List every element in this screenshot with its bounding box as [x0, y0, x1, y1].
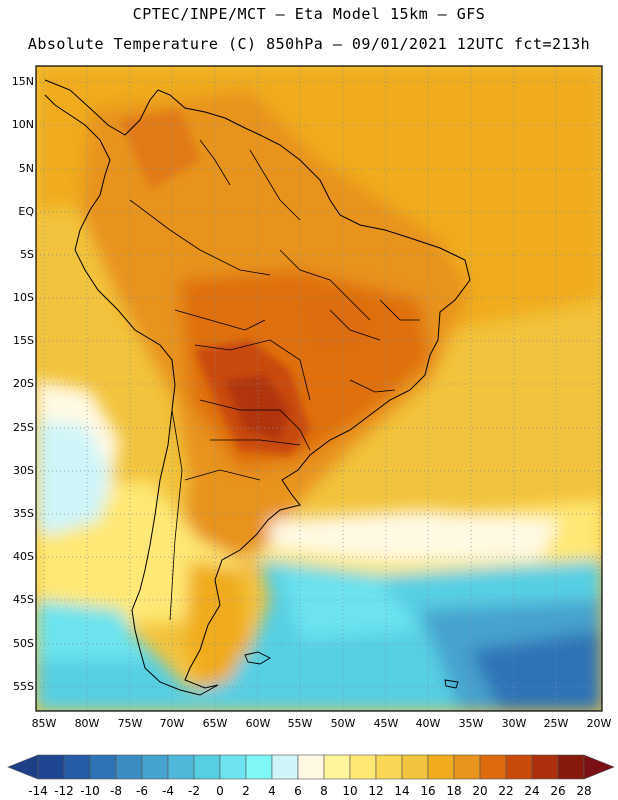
colorbar-swatch [219, 754, 247, 780]
south-america-coastline [44, 79, 471, 696]
colorbar [7, 754, 615, 780]
lat-label: 15N [11, 75, 34, 88]
lon-label: 65W [202, 717, 228, 730]
colorbar-label: 18 [446, 784, 462, 798]
lat-label: 25S [13, 421, 34, 434]
title-line-2: Absolute Temperature (C) 850hPa – 09/01/… [27, 35, 591, 53]
colorbar-label: 20 [472, 784, 488, 798]
colorbar-label: 6 [294, 784, 302, 798]
colorbar-label: 24 [524, 784, 540, 798]
colorbar-swatch [401, 754, 429, 780]
lon-label: 45W [373, 717, 399, 730]
colorbar-label: 2 [242, 784, 250, 798]
colorbar-label: -6 [136, 784, 148, 798]
lon-label: 70W [159, 717, 185, 730]
lon-label: 75W [117, 717, 143, 730]
lat-label: 30S [13, 464, 34, 477]
field-coldest-southeast [470, 630, 602, 711]
field-cold-southwest [36, 600, 150, 660]
map-frame [35, 65, 603, 712]
lat-label: 45S [13, 593, 34, 606]
temperature-field [36, 66, 602, 711]
colorbar-swatch [37, 754, 65, 780]
lat-label: 10S [13, 291, 34, 304]
colorbar-swatch [453, 754, 481, 780]
colorbar-swatch [141, 754, 169, 780]
colorbar-label: 22 [498, 784, 514, 798]
field-pale-band [270, 510, 560, 560]
colorbar-swatch [297, 754, 325, 780]
lat-label: 35S [13, 507, 34, 520]
lon-label: 80W [74, 717, 100, 730]
colorbar-swatch [531, 754, 559, 780]
colorbar-swatch [375, 754, 403, 780]
colorbar-label: 16 [420, 784, 436, 798]
lat-label: EQ [18, 205, 34, 218]
colorbar-label: 0 [216, 784, 224, 798]
lat-label: 50S [13, 637, 34, 650]
colorbar-label: -14 [28, 784, 48, 798]
lon-label: 30W [501, 717, 527, 730]
south-georgia-coastline [444, 679, 459, 689]
field-cerrado-warm [300, 300, 370, 350]
colorbar-under-arrow [7, 754, 39, 780]
colorbar-swatch [427, 754, 455, 780]
colorbar-label: -8 [110, 784, 122, 798]
colorbar-swatch [115, 754, 143, 780]
colorbar-label: 8 [320, 784, 328, 798]
colorbar-label: 26 [550, 784, 566, 798]
field-cold-patch [280, 570, 420, 640]
lon-label: 85W [31, 717, 57, 730]
lon-label: 50W [330, 717, 356, 730]
colorbar-swatch [271, 754, 299, 780]
colorbar-label: -12 [54, 784, 74, 798]
colorbar-swatch [89, 754, 117, 780]
lat-label: 15S [13, 334, 34, 347]
colorbar-label: -10 [80, 784, 100, 798]
colorbar-swatch [557, 754, 585, 780]
lat-label: 55S [13, 680, 34, 693]
colorbar-label: 10 [342, 784, 358, 798]
colorbar-label: 12 [368, 784, 384, 798]
lat-label: 5S [20, 248, 34, 261]
colorbar-label: 4 [268, 784, 276, 798]
title-line-1: CPTEC/INPE/MCT – Eta Model 15km – GFS [132, 5, 486, 23]
colorbar-swatch [323, 754, 351, 780]
falklands-coastline [244, 651, 271, 665]
country-borders [129, 139, 420, 621]
colorbar-over-arrow [583, 754, 615, 780]
lon-label: 40W [415, 717, 441, 730]
field-patagonia [185, 560, 250, 690]
colorbar-label: -4 [162, 784, 174, 798]
field-cold-west [36, 420, 110, 535]
lon-label: 20W [586, 717, 612, 730]
lat-label: 10N [11, 118, 34, 131]
colorbar-swatch [349, 754, 377, 780]
lon-label: 55W [287, 717, 313, 730]
field-colombia-warm [120, 110, 200, 190]
colorbar-swatch [505, 754, 533, 780]
field-ocean-north [380, 70, 602, 180]
lat-label: 40S [13, 550, 34, 563]
lat-label: 5N [18, 162, 34, 175]
field-chaco-hottest [225, 375, 290, 440]
colorbar-label: -2 [188, 784, 200, 798]
lon-label: 35W [458, 717, 484, 730]
colorbar-swatch [479, 754, 507, 780]
lon-label: 25W [543, 717, 569, 730]
colorbar-swatch [63, 754, 91, 780]
colorbar-swatch [193, 754, 221, 780]
lon-label: 60W [245, 717, 271, 730]
colorbar-label: 28 [576, 784, 592, 798]
colorbar-swatch [167, 754, 195, 780]
colorbar-swatch [245, 754, 273, 780]
lat-label: 20S [13, 377, 34, 390]
colorbar-label: 14 [394, 784, 410, 798]
